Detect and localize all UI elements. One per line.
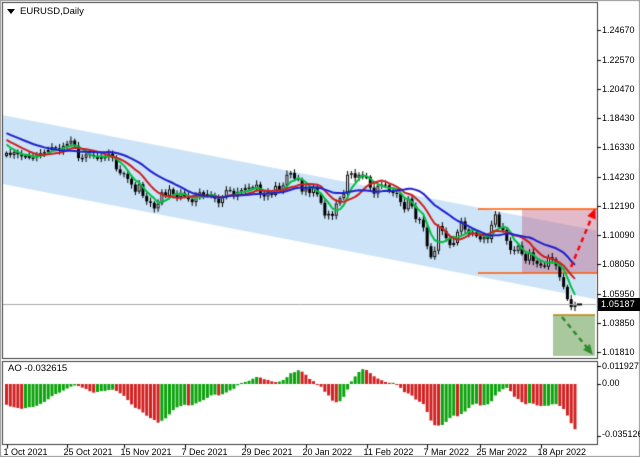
- price-axis-label: 1.20470: [602, 84, 635, 94]
- ao-axis-min-label: -0.035126: [602, 429, 640, 439]
- date-axis-label: 25 Mar 2022: [476, 447, 528, 457]
- date-axis-label: 7 Mar 2022: [423, 447, 470, 457]
- price-axis-label: 1.01810: [602, 347, 635, 357]
- date-axis-label: 18 Apr 2022: [537, 447, 587, 457]
- price-axis-label: 1.05950: [602, 289, 635, 299]
- price-axis-label: 1.12190: [602, 201, 635, 211]
- price-axis-label: 1.16330: [602, 142, 635, 152]
- price-axis-label: 1.18430: [602, 113, 635, 123]
- ao-axis-max-label: 0.011927: [602, 361, 639, 371]
- price-axis-label: 1.10090: [602, 230, 635, 240]
- current-price-label: 1.05187: [598, 298, 640, 311]
- date-axis-label: 20 Jan 2022: [302, 447, 353, 457]
- price-axis-label: 1.22570: [602, 55, 635, 65]
- price-axis-label: 1.08050: [602, 259, 635, 269]
- ao-indicator-label: AO -0.032615: [8, 363, 68, 374]
- date-axis-label: 7 Dec 2021: [181, 447, 228, 457]
- price-axis-label: 1.03850: [602, 318, 635, 328]
- symbol-label: EURUSD,Daily: [7, 6, 84, 17]
- chevron-down-icon[interactable]: [7, 9, 15, 14]
- price-axis-label: 1.24670: [602, 25, 635, 35]
- date-axis-label: 29 Dec 2021: [241, 447, 293, 457]
- date-axis-label: 11 Feb 2022: [363, 447, 414, 457]
- date-axis-label: 25 Oct 2021: [63, 447, 113, 457]
- symbol-timeframe-text: EURUSD,Daily: [20, 6, 84, 17]
- ao-axis-zero-label: 0.00: [602, 378, 620, 388]
- date-axis-label: 1 Oct 2021: [3, 447, 48, 457]
- price-axis-label: 1.14230: [602, 172, 635, 182]
- date-axis-label: 15 Nov 2021: [120, 447, 172, 457]
